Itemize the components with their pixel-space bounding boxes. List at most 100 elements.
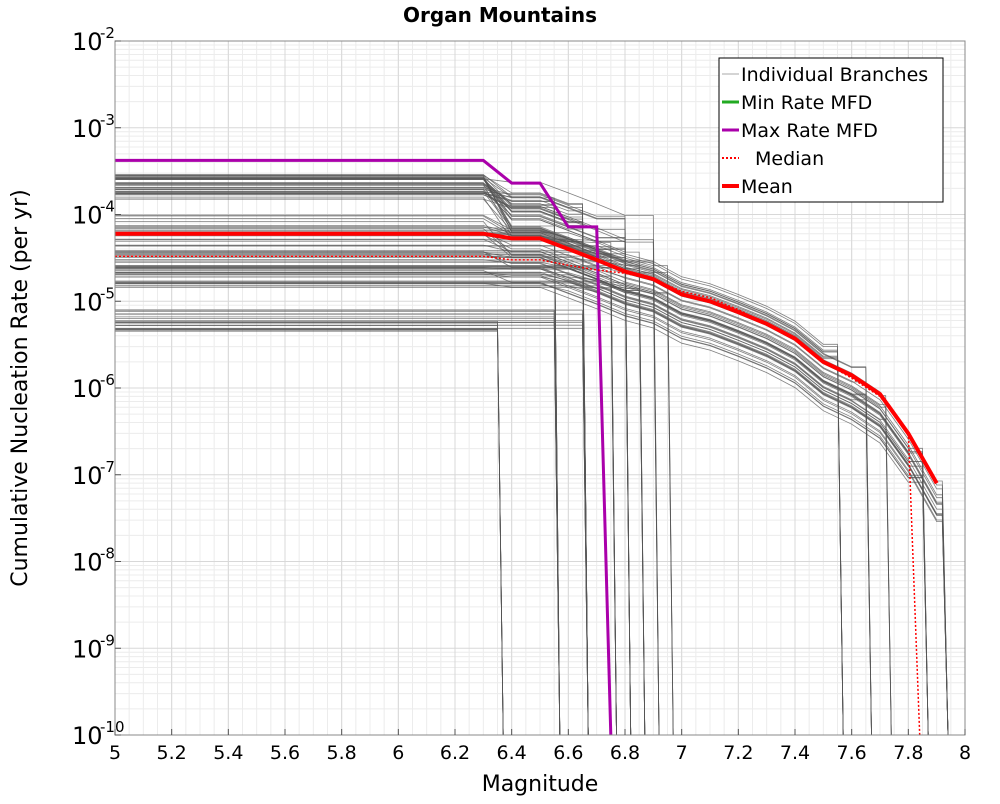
branch-line [115, 313, 561, 736]
branch-line [115, 233, 646, 736]
x-tick-label: 5.8 [327, 742, 357, 764]
y-tick-label: 10 [72, 375, 103, 403]
y-tick-exponent: -4 [100, 198, 115, 216]
branch-line [115, 280, 949, 736]
branch-line [115, 287, 929, 736]
y-tick-exponent: -10 [100, 718, 125, 736]
branch-line [115, 283, 929, 736]
branch-line [115, 270, 929, 736]
x-tick-label: 6.4 [497, 742, 527, 764]
branch-line [115, 231, 872, 736]
branch-line [115, 267, 844, 736]
branch-line [115, 178, 632, 736]
branch-line [115, 198, 589, 736]
branch-line [115, 218, 844, 736]
branch-line [115, 268, 949, 736]
x-tick-label: 6.8 [610, 742, 640, 764]
mean-line [115, 231, 939, 485]
y-tick-exponent: -7 [100, 458, 115, 476]
y-tick-label: 10 [72, 549, 103, 577]
branch-line [115, 229, 617, 736]
branch-line [115, 227, 844, 736]
y-tick-exponent: -6 [100, 371, 115, 389]
branch-line [115, 268, 929, 736]
x-tick-label: 5 [109, 742, 121, 764]
y-tick-exponent: -5 [100, 284, 115, 302]
x-tick-label: 7.2 [723, 742, 753, 764]
branch-line [115, 191, 660, 736]
branch-line [115, 271, 949, 736]
y-tick-label: 10 [72, 722, 103, 750]
branch-line [115, 177, 632, 736]
branch-line [115, 274, 646, 736]
grid-major [114, 40, 966, 736]
x-tick-label: 7.6 [837, 742, 867, 764]
x-tick-label: 6 [392, 742, 404, 764]
branch-line [115, 328, 504, 736]
legend-label: Max Rate MFD [741, 120, 878, 142]
branch-line [115, 267, 949, 736]
branch-line [115, 225, 646, 736]
x-tick-label: 7 [676, 742, 688, 764]
x-tick-label: 8 [959, 742, 971, 764]
branch-line [115, 325, 504, 736]
branch-line [115, 322, 504, 736]
branch-line [115, 234, 892, 736]
y-tick-exponent: -9 [100, 631, 115, 649]
branch-line [115, 194, 632, 736]
branch-line [115, 175, 561, 736]
branch-line [115, 240, 617, 736]
branch-line [115, 266, 929, 736]
branch-line [115, 177, 660, 736]
branch-line [115, 320, 589, 736]
branch-line [115, 255, 617, 736]
branch-line [115, 309, 589, 736]
branch-line [115, 228, 617, 736]
branch-line [115, 273, 949, 736]
legend-box [718, 57, 944, 203]
branch-line [115, 192, 589, 736]
chart-title: Organ Mountains [403, 3, 597, 27]
x-tick-label: 6.6 [553, 742, 583, 764]
branch-line [115, 251, 617, 736]
legend-label: Median [755, 148, 824, 170]
y-tick-label: 10 [72, 202, 103, 230]
branch-line [115, 273, 949, 736]
branch-line [115, 259, 872, 736]
branch-line [115, 265, 949, 736]
y-tick-exponent: -2 [100, 24, 115, 42]
branch-line [115, 285, 949, 736]
x-tick-label: 5.6 [270, 742, 300, 764]
branch-line [115, 316, 561, 736]
x-tick-label: 5.4 [213, 742, 243, 764]
median-line [115, 255, 921, 736]
branch-line [115, 253, 617, 736]
branch-line [115, 320, 504, 736]
branch-line [115, 226, 646, 736]
y-tick-label: 10 [72, 115, 103, 143]
legend-label: Mean [741, 176, 793, 198]
y-axis-ticks: 10-210-310-410-510-610-710-810-910-10 [72, 24, 125, 750]
branch-line [115, 282, 929, 736]
branch-line [115, 179, 561, 736]
branch-line [115, 309, 561, 736]
series-lines [115, 158, 939, 736]
branch-line [115, 322, 561, 736]
branch-line [115, 251, 646, 736]
branch-line [115, 187, 632, 736]
branch-line [115, 194, 660, 736]
y-tick-exponent: -8 [100, 545, 115, 563]
branch-line [115, 267, 617, 736]
legend: Individual Branches Min Rate MFD Max Rate … [718, 57, 944, 203]
y-tick-label: 10 [72, 288, 103, 316]
branch-line [115, 310, 561, 736]
y-tick-label: 10 [72, 462, 103, 490]
branch-line [115, 250, 674, 736]
legend-label: Individual Branches [741, 64, 928, 86]
branch-line [115, 253, 674, 736]
branch-line [115, 272, 949, 736]
x-tick-label: 6.2 [440, 742, 470, 764]
x-tick-label: 7.4 [780, 742, 810, 764]
